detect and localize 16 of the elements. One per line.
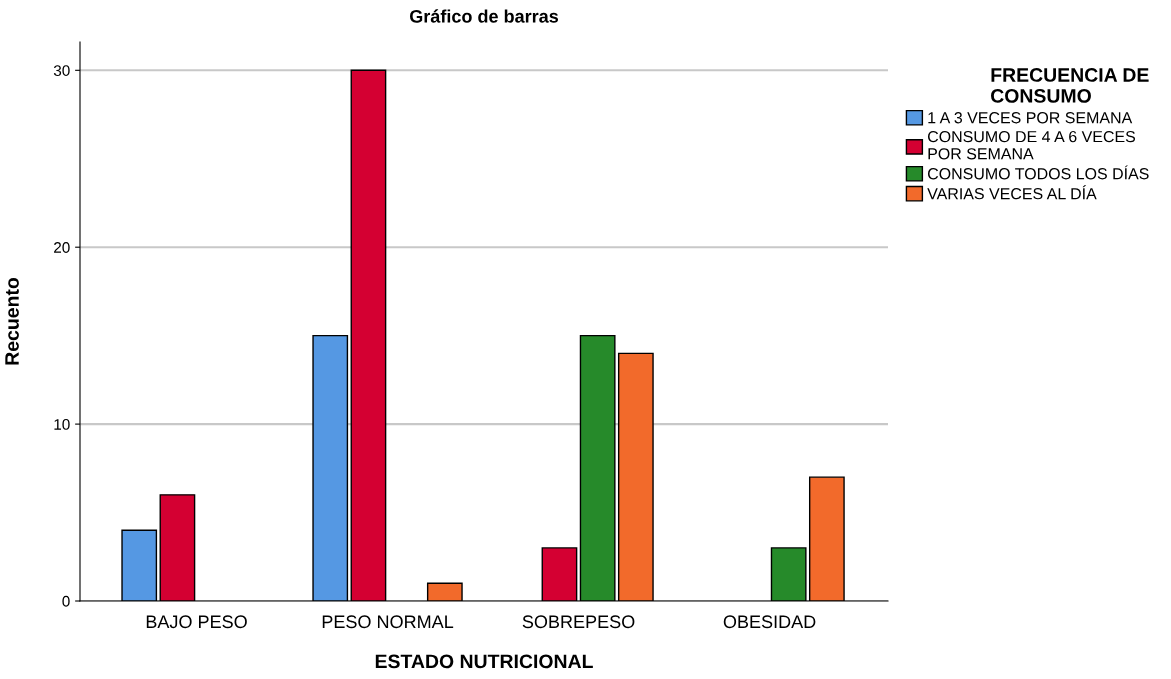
legend-label: CONSUMO DE 4 A 6 VECES POR SEMANA <box>927 130 1136 160</box>
legend-label: 1 A 3 VECES POR SEMANA <box>928 112 1133 124</box>
legend-label: VARIAS VECES AL DÍA <box>927 185 1097 200</box>
y-tick-label: 30 <box>53 65 70 76</box>
x-axis-title: ESTADO NUTRICIONAL <box>375 654 593 669</box>
x-tick-label: BAJO PESO <box>146 615 247 629</box>
chart-title: Gráfico de barras <box>409 9 559 23</box>
legend-label: CONSUMO TODOS LOS DÍAS <box>927 165 1149 180</box>
y-tick-label: 0 <box>62 595 70 607</box>
x-tick-label: PESO NORMAL <box>322 615 454 629</box>
y-tick-label: 20 <box>54 242 70 253</box>
y-tick-label: 10 <box>54 418 70 430</box>
x-tick-label: OBESIDAD <box>723 615 816 629</box>
x-tick-label: SOBREPESO <box>522 615 635 629</box>
y-axis-title: Recuento <box>5 277 19 365</box>
legend-title: FRECUENCIA DE CONSUMO <box>991 68 1149 103</box>
